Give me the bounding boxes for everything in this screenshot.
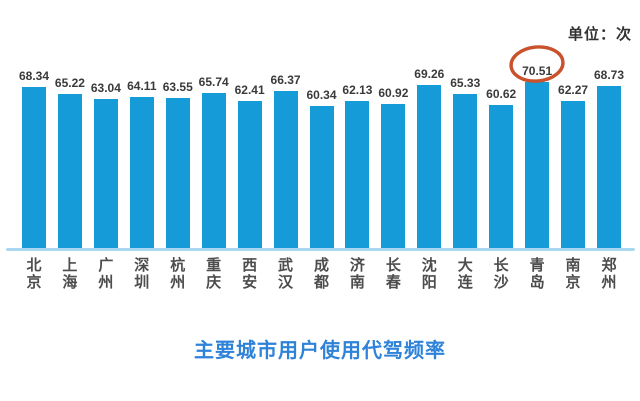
bar-column: 60.92 长春 bbox=[378, 86, 408, 291]
city-label: 长沙 bbox=[493, 257, 509, 291]
bar bbox=[561, 101, 586, 248]
bar bbox=[273, 91, 298, 248]
city-label: 武汉 bbox=[278, 257, 294, 291]
bar bbox=[57, 94, 82, 248]
bar-column: 65.74 重庆 bbox=[199, 75, 229, 291]
value-label: 62.27 bbox=[558, 83, 589, 97]
city-label: 沈阳 bbox=[421, 257, 437, 291]
plot-area: 68.34 北京 65.22 上海 63.04 广州 64.11 深圳 63.55 杭州 65.74… bbox=[19, 0, 624, 291]
city-label: 长春 bbox=[385, 257, 401, 291]
city-label: 广州 bbox=[98, 257, 114, 291]
city-label: 上海 bbox=[62, 257, 78, 291]
bar bbox=[129, 97, 154, 248]
value-label: 68.73 bbox=[593, 68, 625, 82]
bar-column: 68.73 郑州 bbox=[594, 68, 624, 291]
value-label: 65.74 bbox=[198, 75, 229, 89]
bar-column: 69.26 沈阳 bbox=[414, 67, 444, 291]
bar-column: 62.27 南京 bbox=[558, 83, 588, 291]
bar-column: 62.41 西安 bbox=[235, 83, 265, 291]
bar-column: 65.22 上海 bbox=[55, 76, 85, 291]
bar-column: 63.04 广州 bbox=[91, 81, 121, 291]
unit-label: 单位：次 bbox=[567, 26, 632, 43]
bar bbox=[309, 106, 334, 248]
value-label: 60.62 bbox=[486, 87, 517, 101]
value-label: 64.11 bbox=[127, 79, 157, 93]
city-label: 济南 bbox=[349, 257, 365, 291]
bar bbox=[417, 85, 442, 248]
city-label: 重庆 bbox=[206, 257, 222, 291]
bar bbox=[453, 94, 478, 248]
city-label: 成都 bbox=[313, 257, 330, 291]
bar-column: 65.33 大连 bbox=[450, 76, 480, 291]
value-label: 63.04 bbox=[90, 81, 121, 95]
value-label: 68.34 bbox=[18, 69, 50, 83]
bar-column: 68.34 北京 bbox=[19, 69, 49, 291]
bar bbox=[93, 99, 118, 248]
bar bbox=[525, 82, 550, 248]
value-label: 66.37 bbox=[270, 73, 301, 87]
bar-column: 66.37 武汉 bbox=[271, 73, 301, 291]
value-label: 65.33 bbox=[450, 76, 481, 90]
city-label: 北京 bbox=[26, 257, 42, 291]
bar bbox=[597, 86, 621, 248]
bar bbox=[345, 101, 370, 248]
bar bbox=[489, 105, 514, 248]
city-label: 南京 bbox=[565, 257, 581, 291]
chart-title: 主要城市用户使用代驾频率 bbox=[194, 340, 446, 362]
city-label: 青岛 bbox=[529, 257, 545, 291]
bar bbox=[201, 93, 226, 248]
value-label: 63.55 bbox=[162, 80, 193, 94]
city-label: 郑州 bbox=[601, 257, 617, 291]
value-label: 65.22 bbox=[54, 76, 85, 90]
bar-column: 62.13 济南 bbox=[342, 83, 372, 291]
bar-column: 60.62 长沙 bbox=[486, 87, 516, 291]
city-label: 杭州 bbox=[170, 257, 186, 291]
bar bbox=[22, 87, 46, 248]
city-label: 大连 bbox=[457, 257, 473, 291]
bar bbox=[165, 98, 190, 248]
bar bbox=[237, 101, 262, 248]
value-label: 69.26 bbox=[414, 67, 445, 81]
city-label: 西安 bbox=[242, 257, 258, 291]
bar-column: 70.51 青岛 bbox=[509, 45, 565, 291]
bar-column: 64.11 深圳 bbox=[127, 79, 156, 291]
bar bbox=[381, 104, 406, 248]
bar-column: 60.34 成都 bbox=[306, 88, 336, 291]
value-label: 62.13 bbox=[342, 83, 373, 97]
bar-column: 63.55 杭州 bbox=[163, 80, 193, 291]
value-label: 70.51 bbox=[522, 64, 553, 78]
value-label: 60.34 bbox=[306, 88, 337, 102]
value-label: 60.92 bbox=[378, 86, 409, 100]
x-axis-line bbox=[6, 248, 635, 251]
value-label: 62.41 bbox=[234, 83, 265, 97]
city-label: 深圳 bbox=[134, 257, 150, 291]
